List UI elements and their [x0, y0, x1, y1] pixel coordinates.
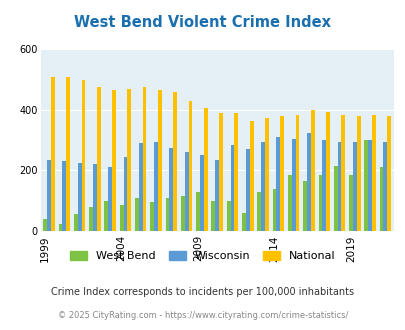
Bar	[93, 164, 96, 231]
Bar	[154, 142, 158, 231]
Bar	[215, 160, 219, 231]
Bar	[234, 113, 238, 231]
Bar	[211, 201, 215, 231]
Bar	[119, 205, 123, 231]
Bar	[123, 157, 127, 231]
Bar	[306, 133, 310, 231]
Bar	[386, 116, 390, 231]
Bar	[112, 90, 115, 231]
Bar	[257, 192, 260, 231]
Bar	[363, 140, 367, 231]
Bar	[367, 140, 371, 231]
Bar	[196, 192, 200, 231]
Legend: West Bend, Wisconsin, National: West Bend, Wisconsin, National	[66, 247, 339, 266]
Bar	[104, 201, 108, 231]
Text: West Bend Violent Crime Index: West Bend Violent Crime Index	[74, 15, 331, 30]
Bar	[66, 77, 70, 231]
Bar	[142, 87, 146, 231]
Bar	[108, 167, 112, 231]
Bar	[322, 140, 325, 231]
Bar	[230, 145, 234, 231]
Bar	[96, 87, 100, 231]
Bar	[226, 201, 230, 231]
Bar	[303, 181, 306, 231]
Bar	[47, 160, 51, 231]
Bar	[51, 77, 55, 231]
Bar	[188, 101, 192, 231]
Bar	[383, 142, 386, 231]
Bar	[287, 175, 291, 231]
Bar	[203, 109, 207, 231]
Bar	[264, 117, 268, 231]
Bar	[291, 139, 295, 231]
Bar	[89, 207, 93, 231]
Text: © 2025 CityRating.com - https://www.cityrating.com/crime-statistics/: © 2025 CityRating.com - https://www.city…	[58, 311, 347, 320]
Bar	[158, 90, 161, 231]
Bar	[260, 142, 264, 231]
Bar	[81, 80, 85, 231]
Bar	[219, 113, 222, 231]
Bar	[310, 110, 314, 231]
Bar	[352, 142, 356, 231]
Bar	[181, 196, 184, 231]
Bar	[241, 213, 245, 231]
Bar	[348, 175, 352, 231]
Bar	[58, 224, 62, 231]
Bar	[337, 142, 341, 231]
Bar	[325, 112, 329, 231]
Bar	[62, 161, 66, 231]
Bar	[272, 189, 276, 231]
Bar	[295, 115, 298, 231]
Bar	[279, 116, 284, 231]
Bar	[276, 137, 279, 231]
Bar	[165, 198, 169, 231]
Bar	[379, 167, 383, 231]
Bar	[341, 115, 344, 231]
Bar	[135, 198, 139, 231]
Bar	[127, 89, 131, 231]
Bar	[139, 143, 142, 231]
Bar	[43, 219, 47, 231]
Bar	[77, 163, 81, 231]
Bar	[173, 92, 177, 231]
Bar	[371, 115, 375, 231]
Bar	[184, 152, 188, 231]
Bar	[356, 116, 360, 231]
Bar	[245, 149, 249, 231]
Bar	[74, 214, 77, 231]
Bar	[318, 175, 322, 231]
Bar	[169, 148, 173, 231]
Bar	[200, 155, 203, 231]
Bar	[150, 202, 154, 231]
Text: Crime Index corresponds to incidents per 100,000 inhabitants: Crime Index corresponds to incidents per…	[51, 287, 354, 297]
Bar	[249, 120, 253, 231]
Bar	[333, 166, 337, 231]
